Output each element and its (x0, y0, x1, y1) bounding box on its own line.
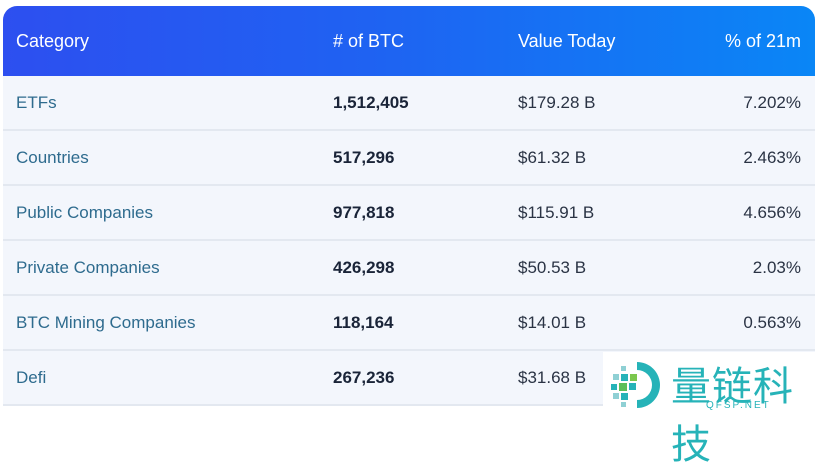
value-today: $61.32 B (518, 147, 587, 167)
header-value[interactable]: Value Today (518, 30, 616, 51)
table-row: ETFs 1,512,405 $179.28 B 7.202% (3, 76, 815, 131)
table-row: Private Companies 426,298 $50.53 B 2.03% (3, 241, 815, 296)
category-link[interactable]: Defi (16, 367, 47, 387)
header-pct[interactable]: % of 21m (724, 30, 801, 51)
table-header: Category # of BTC Value Today % of 21m (3, 6, 815, 76)
table-row: Public Companies 977,818 $115.91 B 4.656… (3, 186, 815, 241)
category-link[interactable]: BTC Mining Companies (16, 312, 196, 332)
pct-of-supply: 2.03% (752, 257, 801, 277)
header-category[interactable]: Category (16, 30, 90, 51)
btc-count: 267,236 (333, 367, 395, 387)
table-row: BTC Mining Companies 118,164 $14.01 B 0.… (3, 296, 815, 351)
value-today: $50.53 B (518, 257, 587, 277)
btc-count: 426,298 (333, 257, 395, 277)
pct-of-supply: 4.656% (743, 202, 801, 222)
btc-count: 977,818 (333, 202, 395, 222)
btc-count: 118,164 (333, 312, 394, 332)
category-link[interactable]: Private Companies (16, 257, 160, 277)
table-row: Countries 517,296 $61.32 B 2.463% (3, 131, 815, 186)
category-link[interactable]: Countries (16, 147, 89, 167)
category-link[interactable]: Public Companies (16, 202, 154, 222)
watermark-text: 量链科技 (671, 364, 794, 468)
value-today: $14.01 B (518, 312, 587, 332)
watermark: 量链科技 QFSP.NET (603, 352, 825, 468)
qfsp-logo-icon (611, 362, 660, 408)
pct-of-supply: 0.563% (743, 312, 801, 332)
header-btc[interactable]: # of BTC (333, 30, 405, 51)
category-link[interactable]: ETFs (16, 92, 57, 112)
btc-holdings-table: Category # of BTC Value Today % of 21m E… (3, 6, 815, 406)
pct-of-supply: 2.463% (743, 147, 801, 167)
btc-count: 1,512,405 (333, 92, 409, 112)
btc-count: 517,296 (333, 147, 395, 167)
value-today: $115.91 B (518, 202, 595, 222)
watermark-subtext: QFSP.NET (706, 400, 771, 411)
value-today: $179.28 B (518, 92, 596, 112)
value-today: $31.68 B (518, 367, 587, 387)
pct-of-supply: 7.202% (743, 92, 801, 112)
